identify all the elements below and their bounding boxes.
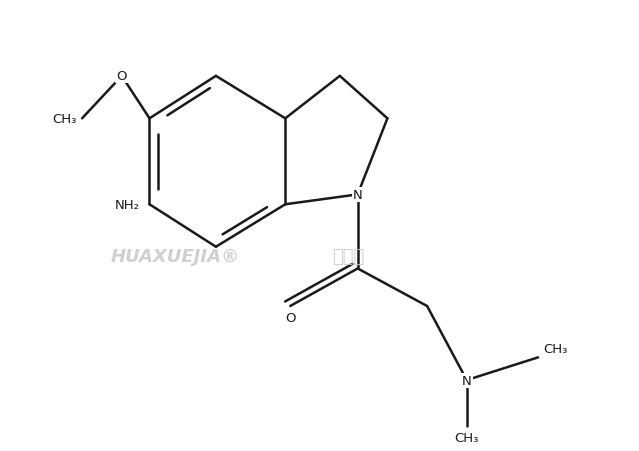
Text: NH₂: NH₂ (115, 198, 140, 211)
Text: CH₃: CH₃ (454, 431, 479, 444)
Text: O: O (285, 312, 295, 325)
Text: HUAXUEJIA®: HUAXUEJIA® (111, 248, 240, 266)
Text: N: N (462, 374, 472, 387)
Text: O: O (116, 70, 127, 83)
Text: 化学加: 化学加 (332, 248, 364, 266)
Text: CH₃: CH₃ (52, 113, 77, 125)
Text: CH₃: CH₃ (543, 342, 567, 355)
Text: N: N (353, 189, 362, 202)
